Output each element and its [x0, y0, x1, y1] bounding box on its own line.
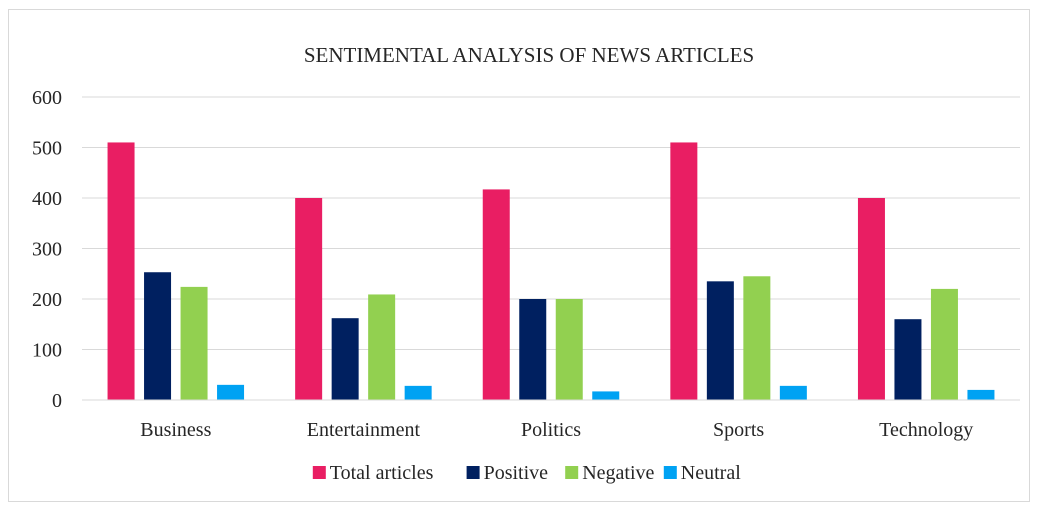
bar — [404, 385, 432, 400]
x-tick-label: Politics — [521, 419, 581, 441]
y-tick-label: 400 — [32, 188, 62, 210]
legend-label: Total articles — [330, 462, 434, 484]
legend: Total articles Positive Negative Neutral — [312, 462, 741, 484]
legend-swatch — [663, 466, 677, 479]
y-tick-label: 200 — [32, 289, 62, 311]
legend-swatch — [312, 466, 326, 479]
bar — [368, 294, 396, 400]
bar — [930, 288, 958, 400]
chart-title: SENTIMENTAL ANALYSIS OF NEWS ARTICLES — [304, 43, 754, 67]
bar — [331, 318, 359, 400]
bar — [779, 385, 807, 400]
bar — [555, 299, 583, 400]
x-tick-label: Technology — [879, 419, 973, 441]
bar — [144, 272, 172, 400]
x-tick-label: Sports — [713, 419, 764, 441]
bar — [295, 198, 323, 400]
legend-swatch — [466, 466, 480, 479]
bar — [592, 391, 620, 400]
bar — [217, 384, 245, 400]
bars — [107, 142, 995, 400]
bar — [107, 142, 135, 400]
legend-label: Positive — [484, 462, 549, 484]
legend-swatch — [565, 466, 579, 479]
bar — [894, 319, 922, 400]
y-tick-label: 0 — [52, 390, 62, 412]
bar — [180, 286, 208, 400]
bar — [519, 299, 547, 400]
y-tick-label: 500 — [32, 138, 62, 160]
legend-label: Neutral — [681, 462, 741, 484]
x-axis: Business Entertainment Politics Sports Techn… — [82, 399, 1020, 441]
y-tick-label: 600 — [32, 87, 62, 109]
y-tick-label: 100 — [32, 340, 62, 362]
legend-label: Negative — [582, 462, 654, 484]
y-axis: 0 100 200 300 400 500 600 — [32, 87, 62, 412]
bar — [670, 142, 698, 400]
y-tick-label: 300 — [32, 239, 62, 261]
bar — [857, 198, 885, 400]
bar — [743, 276, 771, 400]
bar — [706, 281, 734, 400]
x-tick-label: Business — [140, 419, 211, 441]
x-tick-label: Entertainment — [307, 419, 421, 441]
bar — [967, 389, 995, 400]
bar — [482, 189, 510, 400]
